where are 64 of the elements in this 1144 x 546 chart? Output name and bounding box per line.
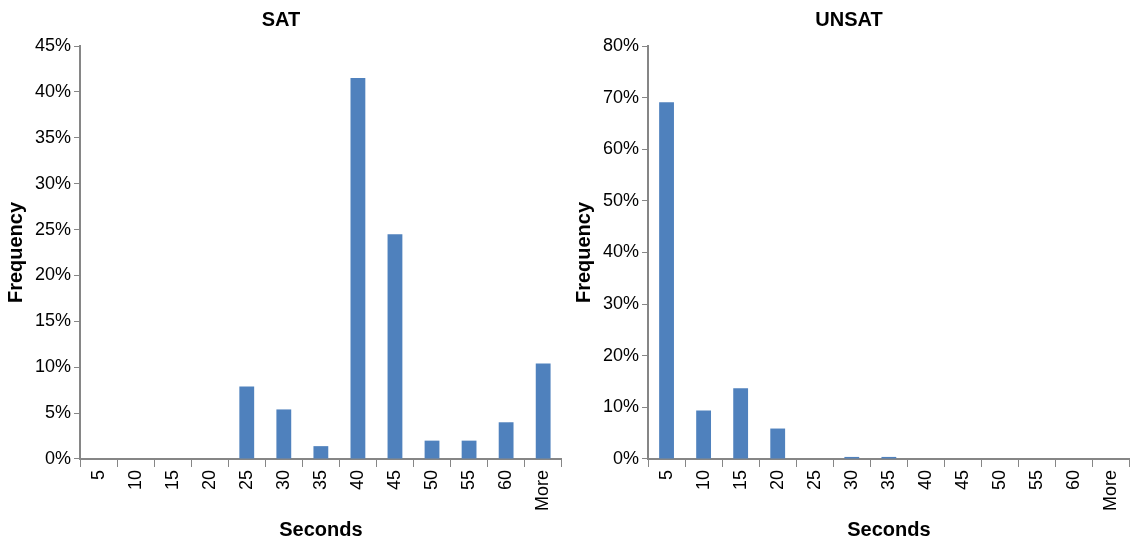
bar	[239, 386, 255, 459]
y-tick-label: 10%	[35, 356, 72, 377]
y-tick-label: 0%	[45, 447, 72, 468]
bar	[424, 440, 440, 459]
x-tick-label: 20	[766, 469, 787, 491]
y-tick-label: 20%	[603, 344, 640, 365]
x-tick-label: 45	[383, 469, 404, 491]
y-tick-label: 60%	[603, 138, 640, 159]
x-tick-label: 10	[692, 469, 713, 491]
bar	[313, 446, 329, 459]
chart-title: UNSAT	[815, 7, 883, 30]
bar	[770, 428, 786, 459]
x-tick-label: 55	[458, 469, 479, 491]
x-tick-label: 40	[346, 469, 367, 491]
y-tick-label: 10%	[603, 396, 640, 417]
x-tick-label: More	[1100, 469, 1121, 512]
x-tick-label: 35	[309, 469, 330, 491]
y-tick-label: 35%	[35, 126, 72, 147]
x-tick-label: 25	[803, 469, 824, 491]
y-tick-label: 30%	[35, 172, 72, 193]
y-axis-title: Frequency	[3, 201, 26, 304]
y-tick-label: 0%	[613, 447, 640, 468]
x-tick-label: 40	[914, 469, 935, 491]
y-tick-label: 50%	[603, 189, 640, 210]
x-tick-label: 10	[124, 469, 145, 491]
bar	[659, 102, 674, 459]
x-tick-label: 5	[655, 469, 676, 481]
bar	[276, 409, 292, 459]
x-tick-label: 25	[235, 469, 256, 491]
y-tick-label: 80%	[603, 34, 640, 55]
y-tick-label: 40%	[603, 241, 640, 262]
x-tick-label: 45	[951, 469, 972, 491]
bar	[387, 234, 403, 459]
bar	[461, 440, 477, 459]
x-tick-label: 30	[272, 469, 293, 491]
x-tick-label: 50	[420, 469, 441, 491]
x-tick-label: 20	[198, 469, 219, 491]
chart-title: SAT	[261, 7, 301, 30]
y-tick-label: 25%	[35, 218, 72, 239]
bar	[498, 422, 514, 459]
y-tick-label: 15%	[35, 310, 72, 331]
bar	[696, 410, 712, 459]
x-tick-label: 60	[495, 469, 516, 491]
y-tick-label: 45%	[35, 34, 72, 55]
x-tick-label: More	[532, 469, 553, 512]
x-tick-label: 55	[1026, 469, 1047, 491]
x-tick-label: 30	[840, 469, 861, 491]
x-tick-label: 15	[729, 469, 750, 491]
y-tick-label: 40%	[35, 80, 72, 101]
y-tick-label: 30%	[603, 293, 640, 314]
y-tick-label: 70%	[603, 86, 640, 107]
x-tick-label: 60	[1063, 469, 1084, 491]
y-axis-title: Frequency	[571, 201, 594, 304]
y-tick-label: 20%	[35, 264, 72, 285]
x-axis-title: Seconds	[847, 517, 931, 540]
x-tick-label: 50	[988, 469, 1009, 491]
x-axis-title: Seconds	[279, 517, 363, 540]
bar	[350, 78, 366, 459]
y-tick-label: 5%	[45, 402, 72, 423]
x-tick-label: 15	[161, 469, 182, 491]
x-tick-label: 5	[87, 469, 108, 481]
bar	[535, 363, 551, 459]
bar	[733, 388, 749, 459]
x-tick-label: 35	[877, 469, 898, 491]
